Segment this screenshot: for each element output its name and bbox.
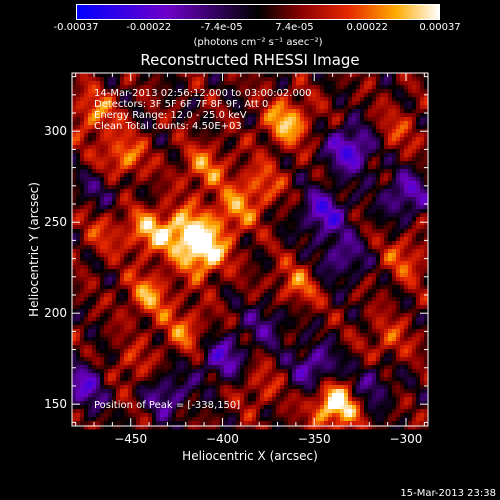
peak-position-label: Position of Peak = [-338,150]	[94, 400, 240, 411]
colorbar	[76, 4, 440, 20]
y-axis-label: Heliocentric Y (arcsec)	[27, 182, 41, 317]
x-axis-label: Heliocentric X (arcsec)	[182, 449, 318, 463]
colorbar-tick-label: 7.4e-05	[275, 22, 314, 33]
x-tick-label: −450	[114, 432, 147, 446]
annotation-line: Detectors: 3F 5F 6F 7F 8F 9F, Att 0	[94, 99, 268, 110]
plot-frame	[71, 72, 429, 427]
timestamp: 15-Mar-2013 23:38	[400, 488, 496, 499]
colorbar-tick-label: 0.00022	[346, 22, 388, 33]
colorbar-tick-label: -7.4e-05	[200, 22, 243, 33]
x-tick-label: −400	[206, 432, 239, 446]
colorbar-tick-label: -0.00037	[53, 22, 99, 33]
annotation-line: 14-Mar-2013 02:56:12.000 to 03:00:02.000	[94, 88, 312, 99]
chart-title: Reconstructed RHESSI Image	[140, 51, 360, 69]
y-tick-label: 150	[44, 397, 67, 411]
y-tick-label: 250	[44, 215, 67, 229]
x-tick-label: −350	[298, 432, 331, 446]
annotation-line: Clean Total counts: 4.50E+03	[94, 121, 242, 132]
y-tick-label: 300	[44, 124, 67, 138]
y-tick-label: 200	[44, 306, 67, 320]
heatmap-image	[72, 73, 429, 430]
colorbar-tick-label: 0.00037	[419, 22, 461, 33]
annotation-line: Energy Range: 12.0 - 25.0 keV	[94, 110, 247, 121]
colorbar-unit-label: (photons cm⁻² s⁻¹ asec⁻²)	[193, 37, 323, 48]
colorbar-gradient	[77, 5, 439, 19]
x-tick-label: −300	[389, 432, 422, 446]
colorbar-tick-label: -0.00022	[126, 22, 172, 33]
